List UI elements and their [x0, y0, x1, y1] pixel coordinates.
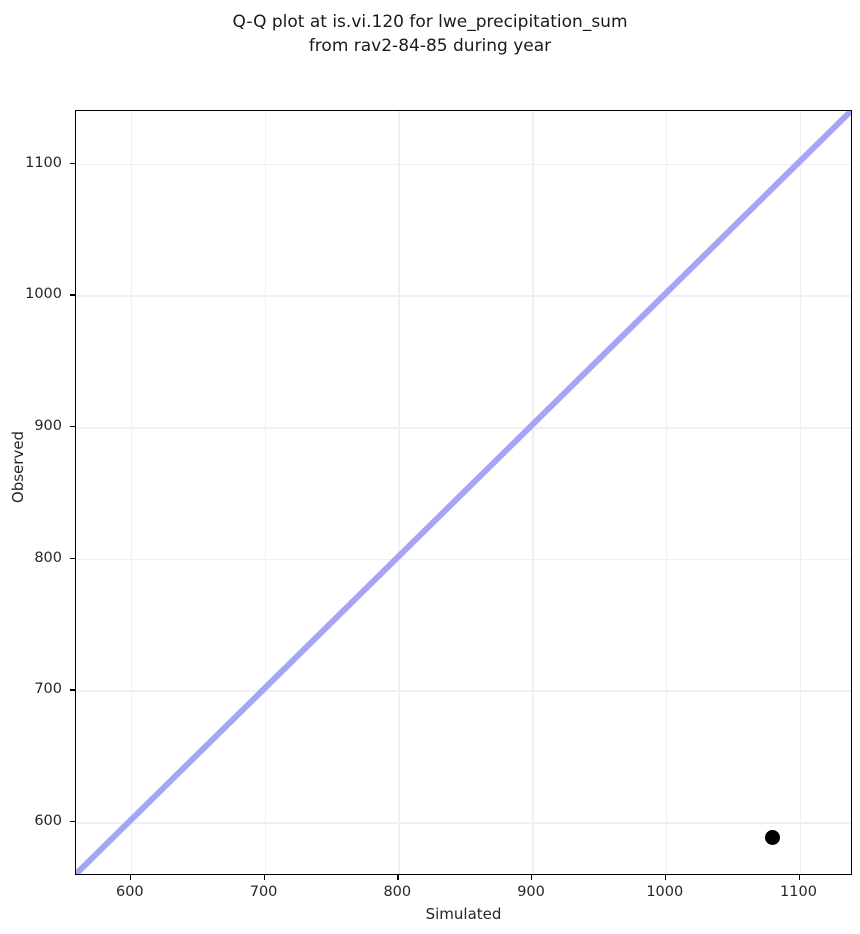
one-to-one-reference-line — [76, 111, 851, 874]
y-tick-mark — [70, 557, 75, 559]
gridline-horizontal — [76, 822, 851, 824]
y-axis-ticks: 600 700 800 900 1000 1100 — [0, 0, 62, 934]
x-tick-label: 800 — [383, 884, 412, 900]
y-tick-label: 800 — [34, 549, 62, 566]
x-axis-label: Simulated — [425, 905, 502, 923]
x-tick-mark — [798, 875, 800, 880]
x-tick-mark — [263, 875, 265, 880]
gridline-horizontal — [76, 163, 851, 166]
gridline-horizontal — [76, 427, 851, 429]
chart-title: Q-Q plot at is.vi.120 for lwe_precipitat… — [232, 12, 628, 56]
y-tick-mark — [70, 426, 75, 428]
data-point — [765, 830, 781, 846]
gridline-horizontal — [76, 690, 851, 692]
gridline-horizontal — [76, 295, 851, 297]
gridline-vertical — [665, 111, 668, 874]
x-tick-label: 1100 — [780, 884, 817, 900]
y-tick-label: 700 — [34, 681, 62, 698]
gridline-vertical — [532, 111, 534, 874]
y-tick-mark — [70, 294, 75, 296]
x-tick-label: 600 — [115, 884, 144, 900]
x-tick-label: 1000 — [646, 884, 684, 900]
x-tick-label: 900 — [517, 884, 545, 900]
gridline-vertical — [799, 111, 801, 874]
y-axis-label: Observed — [0, 0, 36, 934]
x-tick-mark — [129, 875, 132, 880]
gridline-vertical — [398, 111, 400, 874]
y-tick-label: 900 — [34, 418, 62, 434]
x-tick-mark — [664, 875, 667, 880]
gridline-vertical — [264, 111, 267, 874]
y-tick-label: 1000 — [25, 286, 62, 303]
x-tick-mark — [531, 875, 533, 880]
y-tick-label: 600 — [34, 813, 62, 829]
y-tick-mark — [70, 821, 75, 823]
x-tick-mark — [397, 875, 399, 880]
y-tick-mark — [70, 162, 75, 164]
plot-area — [75, 110, 852, 875]
x-tick-label: 700 — [249, 884, 278, 900]
one-to-one-line-segment — [76, 111, 851, 874]
y-tick-mark — [70, 689, 75, 691]
gridline-vertical — [130, 111, 133, 874]
y-tick-label: 1100 — [25, 154, 62, 171]
gridline-horizontal — [76, 558, 851, 561]
y-axis-label-text: Observed — [9, 430, 28, 504]
